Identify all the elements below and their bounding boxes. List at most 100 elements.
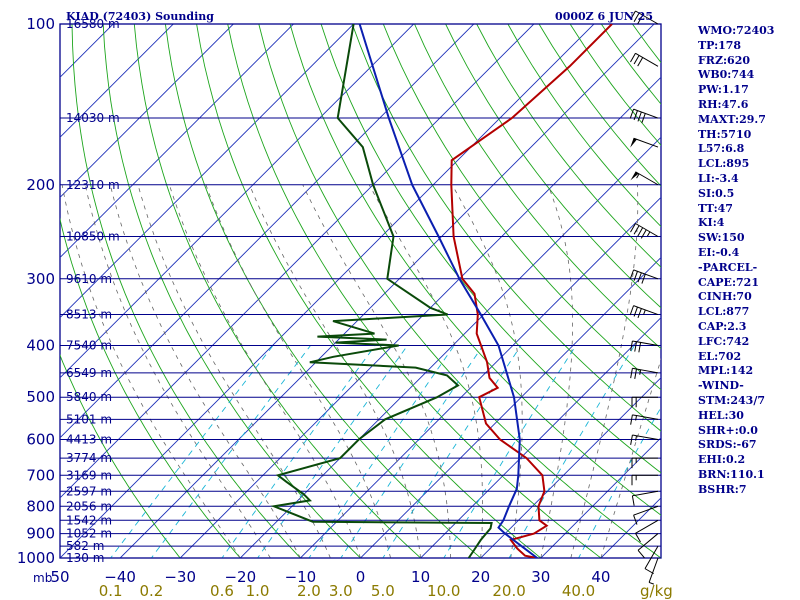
- wind-barb: [631, 490, 659, 506]
- barb-feather: [641, 113, 646, 123]
- barb-feather: [629, 269, 635, 280]
- mixing-ratio-label: 40.0: [562, 582, 595, 600]
- mixing-ratio-line: [443, 345, 577, 558]
- barb-feather: [630, 10, 636, 20]
- isotherm-line: [239, 136, 661, 558]
- moist-adiabat-line: [61, 184, 241, 558]
- parameter-item: FRZ:620: [698, 53, 751, 67]
- height-label: 1052 m: [66, 527, 112, 541]
- parameter-item: WMO:72403: [698, 24, 775, 37]
- mixing-ratio-line: [257, 345, 408, 558]
- pressure-tick-label: 100: [26, 15, 55, 33]
- barb-feather: [630, 368, 633, 379]
- parameter-item: RH:47.6: [698, 97, 749, 111]
- barb-shaft: [633, 505, 659, 516]
- barb-feather: [641, 273, 646, 284]
- parameter-item: TP:178: [698, 38, 742, 52]
- mixing-ratio-label: 5.0: [371, 582, 395, 600]
- mixing-ratio-label: 0.2: [139, 582, 163, 600]
- wind-barb: [648, 557, 659, 585]
- dewpoint-trace: [270, 24, 493, 558]
- wind-barbs: [629, 10, 659, 585]
- pressure-tick-label: 200: [26, 176, 55, 194]
- height-label: 6549 m: [66, 366, 112, 380]
- isotherm-line: [540, 437, 661, 558]
- mixing-ratio-line: [382, 345, 522, 558]
- parameter-item: CINH:70: [698, 290, 752, 304]
- height-label: 9610 m: [66, 272, 112, 286]
- isotherm-line: [60, 24, 355, 319]
- chart-title-right: 0000Z 6 JUN 25: [555, 10, 653, 23]
- isotherm-line: [0, 12, 5, 569]
- parameter-item: BSHR:7: [698, 482, 747, 496]
- temperature-tick-label: −30: [164, 568, 196, 586]
- barb-feather: [633, 306, 638, 317]
- isotherm-line: [179, 76, 661, 558]
- parameter-item: CAP:2.3: [698, 319, 747, 333]
- mixing-ratio-line: [110, 345, 274, 558]
- barb-feather: [638, 342, 642, 353]
- mixing-ratio-label: 20.0: [492, 582, 525, 600]
- barb-feather: [644, 568, 654, 575]
- height-label: 5101 m: [66, 412, 112, 426]
- pressure-tick-label: 700: [26, 466, 55, 484]
- barb-feather: [633, 110, 638, 121]
- wind-barb: [630, 223, 659, 239]
- parameter-item: -WIND-: [698, 379, 744, 393]
- plot-frame: [59, 23, 662, 559]
- barb-feather: [633, 12, 640, 22]
- isotherm-line: [60, 24, 415, 379]
- parameter-item: TT:47: [698, 201, 733, 215]
- barb-feather: [630, 53, 636, 63]
- temperature-tick-label: −40: [104, 568, 136, 586]
- parameter-item: BRN:110.1: [698, 467, 765, 481]
- barb-shaft: [632, 490, 659, 497]
- barb-feather: [633, 225, 640, 235]
- parameter-item: SI:0.5: [698, 186, 735, 200]
- barb-half-feather: [635, 435, 637, 441]
- parameter-item: EL:702: [698, 349, 742, 363]
- temperature-tick-label: 50: [50, 568, 69, 586]
- temperature-tick-label: 0: [356, 568, 366, 586]
- wind-barb: [633, 505, 659, 525]
- wind-barb: [629, 108, 659, 123]
- wind-barb: [630, 434, 659, 445]
- barb-feather: [637, 272, 642, 283]
- wind-barb: [630, 52, 659, 67]
- isotherm-line: [60, 24, 535, 499]
- barb-shaft: [648, 557, 659, 583]
- height-label: 130 m: [66, 551, 104, 565]
- height-label: 1542 m: [66, 513, 112, 527]
- parameter-item: -PARCEL-: [698, 260, 758, 274]
- temperature-tick-label: −10: [285, 568, 317, 586]
- height-label: 582 m: [66, 539, 104, 553]
- parameter-item: CAPE:721: [698, 275, 759, 289]
- mixing-ratio-unit-label: g/kg: [640, 582, 673, 600]
- mixing-ratio-label: 2.0: [297, 582, 321, 600]
- barb-feather: [634, 368, 637, 379]
- height-label: 12310 m: [66, 178, 120, 192]
- parameter-item: TH:5710: [698, 127, 752, 141]
- pressure-tick-label: 900: [26, 525, 55, 543]
- mixing-ratio-label: 0.6: [210, 582, 234, 600]
- parameter-item: SW:150: [698, 231, 745, 245]
- chart-title-left: KIAD (72403) Sounding: [66, 10, 214, 23]
- barb-feather: [630, 434, 633, 445]
- moist-adiabat-line: [570, 184, 639, 558]
- mixing-ratio-line: [308, 345, 455, 558]
- barb-feather: [637, 549, 645, 559]
- mixing-ratio-grid: [110, 345, 661, 558]
- wind-barb: [630, 10, 659, 25]
- wind-barb: [630, 340, 659, 353]
- parameter-item: LFC:742: [698, 334, 750, 348]
- height-label: 3169 m: [66, 468, 112, 482]
- mixing-ratio-line: [508, 345, 635, 558]
- barb-feather: [630, 414, 633, 425]
- mixing-ratio-label: 10.0: [427, 582, 460, 600]
- mixing-ratio-label: 3.0: [329, 582, 353, 600]
- isotherm-line: [60, 24, 235, 199]
- barb-feather: [637, 57, 644, 67]
- isobar-grid: [60, 23, 661, 559]
- temperature-tick-label: 10: [411, 568, 430, 586]
